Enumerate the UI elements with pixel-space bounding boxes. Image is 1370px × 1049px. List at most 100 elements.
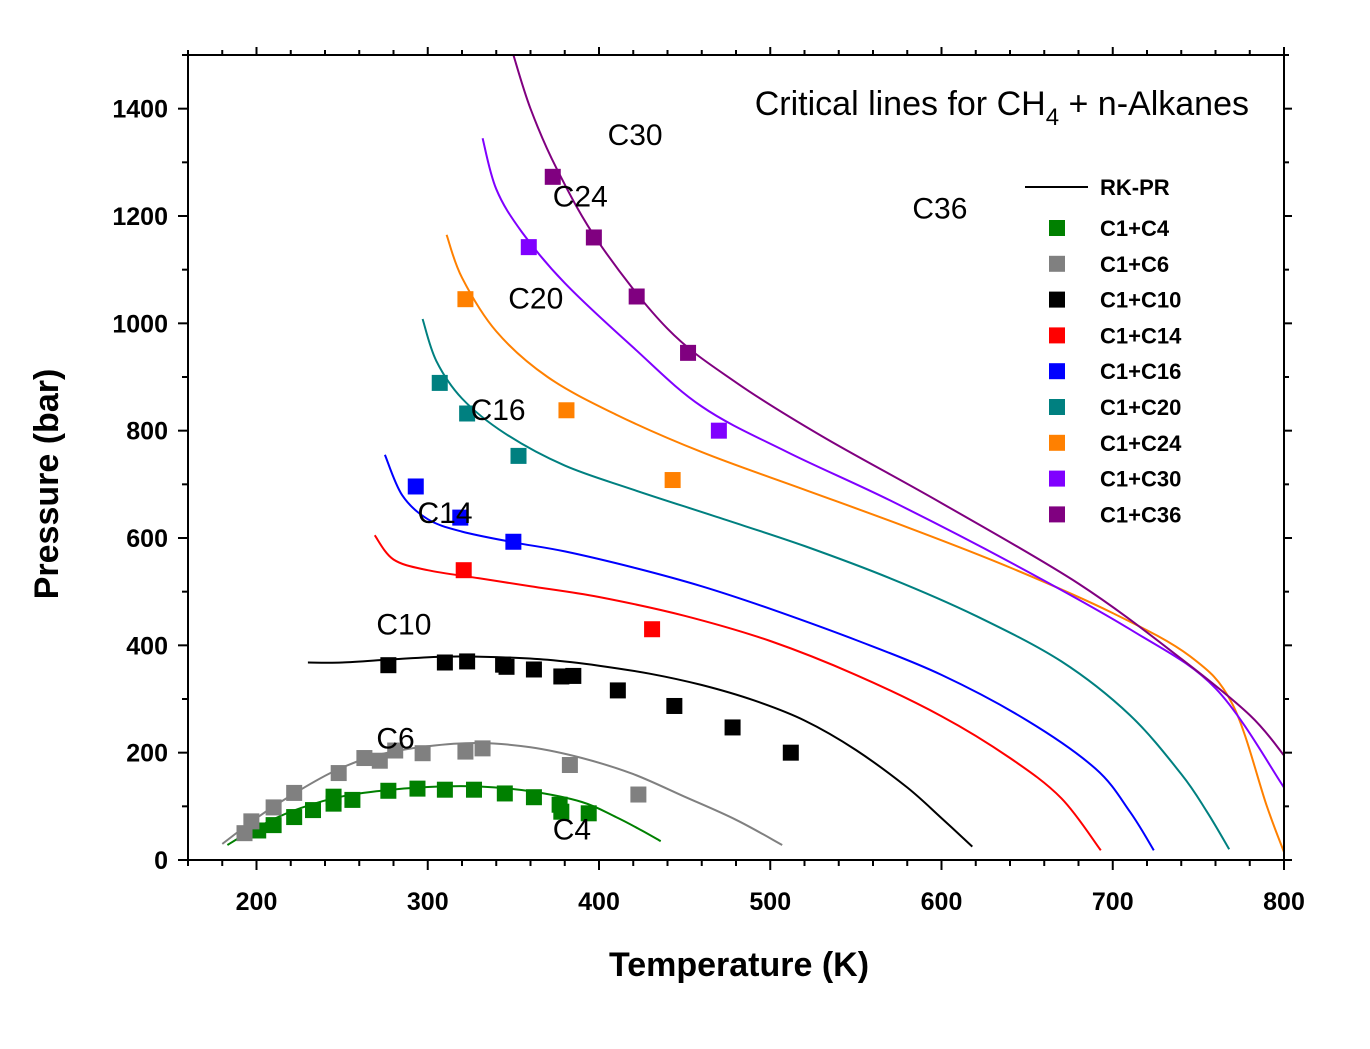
series-c16 xyxy=(383,454,1155,851)
data-point-c20 xyxy=(431,374,448,391)
data-point-c6 xyxy=(330,765,347,782)
data-point-c6 xyxy=(243,813,260,830)
data-point-c20 xyxy=(459,405,476,422)
data-point-c4 xyxy=(380,782,397,799)
legend-swatch xyxy=(1049,506,1065,523)
chart-title-rest: + n-Alkanes xyxy=(1059,85,1249,123)
data-point-c4 xyxy=(525,789,542,806)
data-point-c4 xyxy=(305,802,322,819)
curve-label-c16: C16 xyxy=(471,394,526,427)
data-point-c6 xyxy=(286,784,303,801)
data-point-c6 xyxy=(630,786,647,803)
y-tick-label: 800 xyxy=(126,418,168,446)
x-tick-label: 400 xyxy=(578,888,620,916)
series-c20 xyxy=(421,318,1231,850)
chart-title: Critical lines for CH4 + n-Alkanes xyxy=(755,85,1249,131)
data-point-c14 xyxy=(644,621,661,638)
legend-swatch xyxy=(1049,434,1065,451)
legend: RK-PR C1+C4 C1+C6 C1+C10 C1+C14 C1+C16 C1+C20… xyxy=(1025,175,1182,527)
data-point-c4 xyxy=(344,791,361,808)
legend-swatch xyxy=(1049,255,1065,272)
legend-label: C1+C30 xyxy=(1100,467,1181,492)
x-tick-label: 300 xyxy=(407,888,449,916)
x-tick-label: 500 xyxy=(749,888,791,916)
series-c30 xyxy=(481,137,1284,789)
curve-label-c14: C14 xyxy=(417,497,472,530)
data-point-c4 xyxy=(265,817,282,834)
data-point-c4 xyxy=(496,785,513,802)
chart-title-main: Critical lines for CH xyxy=(755,85,1046,123)
legend-swatch xyxy=(1049,470,1065,487)
data-point-c30 xyxy=(710,422,727,439)
data-point-c24 xyxy=(664,472,681,489)
x-tick-label: 800 xyxy=(1263,888,1305,916)
x-axis-label: Temperature (K) xyxy=(609,946,869,984)
data-point-c30 xyxy=(520,239,537,256)
series-line-c24 xyxy=(445,234,1284,853)
data-point-c4 xyxy=(580,805,597,822)
series-line-c20 xyxy=(421,318,1231,850)
data-point-c6 xyxy=(561,757,578,774)
data-point-c10 xyxy=(525,661,542,678)
data-point-c24 xyxy=(558,402,575,419)
data-point-c6 xyxy=(371,752,388,769)
data-point-c36 xyxy=(585,229,602,246)
series-line-c16 xyxy=(383,454,1155,851)
data-point-c6 xyxy=(457,743,474,760)
series-c36 xyxy=(512,55,1284,757)
series-c24 xyxy=(445,234,1284,853)
curve-label-c10: C10 xyxy=(376,609,431,642)
series-c4 xyxy=(226,780,662,846)
data-point-c10 xyxy=(436,654,453,671)
data-point-c36 xyxy=(544,168,561,185)
data-point-c4 xyxy=(553,803,570,820)
legend-label: C1+C36 xyxy=(1100,502,1181,527)
y-tick-label: 1200 xyxy=(112,203,168,231)
legend-swatch xyxy=(1049,363,1065,380)
x-tick-label: 200 xyxy=(236,888,278,916)
y-tick-label: 1400 xyxy=(112,96,168,124)
curve-label-c6: C6 xyxy=(376,722,414,755)
series-clip-group xyxy=(221,55,1284,853)
data-point-c4 xyxy=(325,795,342,812)
data-point-c6 xyxy=(356,750,373,767)
legend-label: C1+C6 xyxy=(1100,252,1169,277)
data-point-c4 xyxy=(436,781,453,798)
data-point-c10 xyxy=(609,682,626,699)
curve-label-c20: C20 xyxy=(508,282,563,315)
data-point-c16 xyxy=(452,509,469,526)
data-point-c10 xyxy=(782,744,799,761)
series-c6 xyxy=(221,740,783,846)
x-tick-label: 700 xyxy=(1092,888,1134,916)
data-point-c20 xyxy=(510,447,527,464)
y-tick-label: 400 xyxy=(126,632,168,660)
legend-swatch xyxy=(1049,399,1065,415)
data-point-c4 xyxy=(409,780,426,797)
y-tick-label: 200 xyxy=(126,740,168,768)
data-point-c6 xyxy=(474,740,491,757)
data-point-c10 xyxy=(380,657,397,674)
legend-swatch xyxy=(1049,327,1065,344)
legend-line-label: RK-PR xyxy=(1100,175,1170,200)
data-point-c10 xyxy=(666,697,683,714)
data-point-c16 xyxy=(407,478,424,495)
data-point-c6 xyxy=(265,799,282,816)
curve-label-c36: C36 xyxy=(912,193,967,226)
x-tick-label: 600 xyxy=(921,888,963,916)
legend-label: C1+C24 xyxy=(1100,431,1182,456)
series-c10 xyxy=(307,653,973,848)
curve-label-c24: C24 xyxy=(553,180,608,213)
axis-ticks: 200 300 400 500 600 700 800 0 200 400 600 800 1000 12… xyxy=(112,47,1305,916)
data-point-c6 xyxy=(387,742,404,759)
y-axis-label: Pressure (bar) xyxy=(28,369,66,600)
data-point-c10 xyxy=(565,667,582,684)
curve-label-c30: C30 xyxy=(608,119,663,152)
curve-label-c4: C4 xyxy=(553,814,591,847)
series-line-c10 xyxy=(307,655,973,848)
legend-label: C1+C14 xyxy=(1100,323,1182,348)
data-point-c4 xyxy=(465,781,482,798)
legend-label: C1+C16 xyxy=(1100,359,1181,384)
data-point-c10 xyxy=(498,658,515,675)
